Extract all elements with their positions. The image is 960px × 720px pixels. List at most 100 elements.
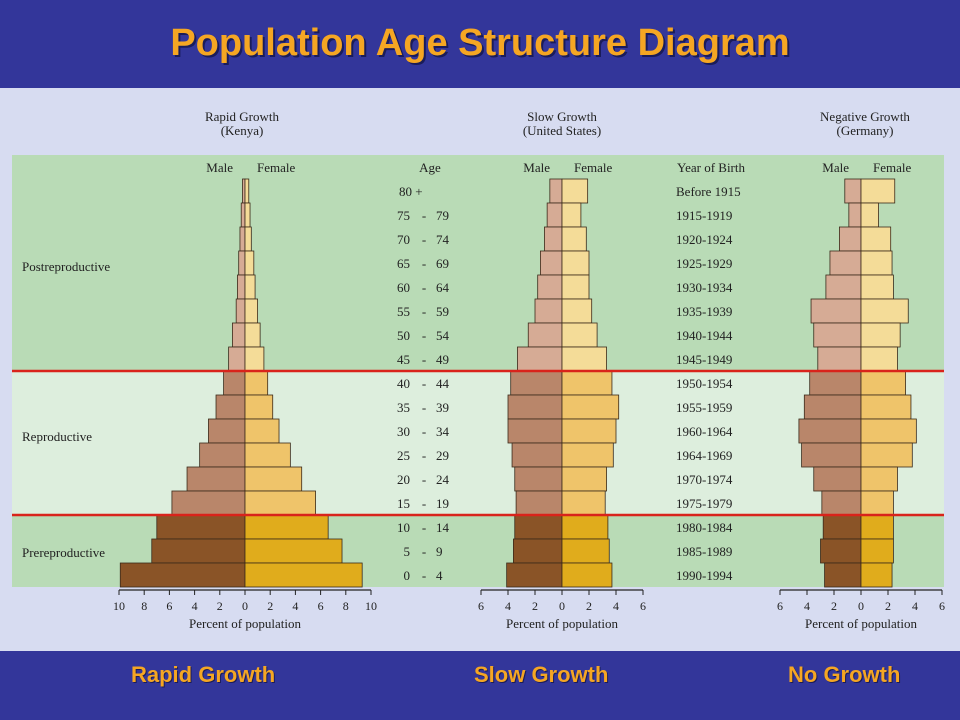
age-group-label: 69 (436, 256, 449, 271)
age-group-label: 59 (436, 304, 449, 319)
age-group-label: - (422, 544, 426, 559)
year-of-birth-label: 1945-1949 (676, 352, 732, 367)
female-bar (561, 298, 593, 324)
year-of-birth-label: 1920-1924 (676, 232, 733, 247)
male-bar (848, 202, 862, 228)
age-group-label: 74 (436, 232, 450, 247)
year-of-birth-label: 1940-1944 (676, 328, 733, 343)
year-of-birth-label: 1955-1959 (676, 400, 732, 415)
age-group-label: - (422, 232, 426, 247)
male-bar (537, 274, 563, 300)
male-bar (514, 514, 563, 540)
male-bar (810, 298, 862, 324)
female-bar (561, 562, 613, 588)
male-bar (119, 562, 246, 588)
x-tick-label: 2 (217, 599, 223, 613)
year-of-birth-label: 1960-1964 (676, 424, 733, 439)
x-tick-label: 2 (885, 599, 891, 613)
female-bar (860, 178, 896, 204)
year-of-birth-label: 1915-1919 (676, 208, 732, 223)
x-tick-label: 10 (113, 599, 125, 613)
female-bar (244, 466, 303, 492)
male-bar (839, 226, 862, 252)
male-bar (817, 346, 862, 372)
title-band (0, 0, 960, 88)
panel-subtitle: (United States) (523, 123, 601, 138)
female-bar (561, 442, 614, 468)
female-bar (860, 490, 894, 516)
female-bar (244, 562, 363, 588)
female-bar (244, 178, 250, 204)
postreproductive-band (12, 155, 944, 371)
age-group-label: 60 (397, 280, 410, 295)
age-group-label: 49 (436, 352, 449, 367)
male-bar (240, 202, 246, 228)
x-tick-label: 6 (640, 599, 646, 613)
age-group-label: 35 (397, 400, 410, 415)
age-group-label: 4 (436, 568, 443, 583)
x-tick-label: 6 (318, 599, 324, 613)
female-bar (561, 202, 582, 228)
female-bar (244, 202, 251, 228)
year-of-birth-label: 1970-1974 (676, 472, 733, 487)
male-bar (215, 394, 246, 420)
x-tick-label: 2 (831, 599, 837, 613)
female-bar (860, 298, 909, 324)
age-group-label: - (422, 424, 426, 439)
footer-label-none: No Growth (788, 662, 901, 687)
panel-title: Slow Growth (527, 109, 597, 124)
age-group-label: - (422, 328, 426, 343)
age-group-label: 70 (397, 232, 410, 247)
year-of-birth-label: 1964-1969 (676, 448, 732, 463)
x-tick-label: 6 (939, 599, 945, 613)
male-bar (156, 514, 246, 540)
x-axis-label: Percent of population (506, 616, 618, 631)
footer-label-rapid: Rapid Growth (131, 662, 276, 687)
x-tick-label: 8 (141, 599, 147, 613)
age-group-label: 64 (436, 280, 450, 295)
age-group-label: 54 (436, 328, 450, 343)
x-tick-label: 4 (505, 599, 511, 613)
female-bar (561, 538, 610, 564)
male-bar (199, 442, 246, 468)
male-bar (507, 394, 563, 420)
male-bar (513, 538, 563, 564)
female-bar (244, 394, 274, 420)
panel-title: Negative Growth (820, 109, 910, 124)
age-group-label: 10 (397, 520, 410, 535)
footer-label-slow: Slow Growth (474, 662, 609, 687)
female-bar (244, 274, 256, 300)
female-bar (561, 370, 613, 396)
x-tick-label: 0 (559, 599, 565, 613)
stage-label: Reproductive (22, 429, 92, 444)
age-group-label: 65 (397, 256, 410, 271)
page-title: Population Age Structure Diagram (170, 22, 790, 64)
female-bar (860, 442, 913, 468)
stage-label: Prereproductive (22, 545, 105, 560)
age-group-label: 45 (397, 352, 410, 367)
age-group-label: 30 (397, 424, 410, 439)
female-bar (561, 274, 590, 300)
age-group-label: - (422, 496, 426, 511)
panel-title: Rapid Growth (205, 109, 280, 124)
year-of-birth-label: 1930-1934 (676, 280, 733, 295)
x-tick-label: 8 (343, 599, 349, 613)
female-bar (860, 274, 894, 300)
male-bar (238, 250, 246, 276)
male-bar (824, 562, 862, 588)
female-bar (860, 418, 917, 444)
x-tick-label: 6 (777, 599, 783, 613)
age-group-label: 25 (397, 448, 410, 463)
male-bar (527, 322, 563, 348)
panel-subtitle: (Kenya) (221, 123, 264, 138)
age-group-label: - (422, 304, 426, 319)
male-label: Male (523, 160, 550, 175)
female-bar (561, 490, 606, 516)
female-bar (244, 538, 343, 564)
female-bar (561, 418, 617, 444)
year-of-birth-label: 1935-1939 (676, 304, 732, 319)
age-group-label: - (422, 376, 426, 391)
male-bar (237, 274, 246, 300)
age-group-label: 24 (436, 472, 450, 487)
male-bar (235, 298, 246, 324)
